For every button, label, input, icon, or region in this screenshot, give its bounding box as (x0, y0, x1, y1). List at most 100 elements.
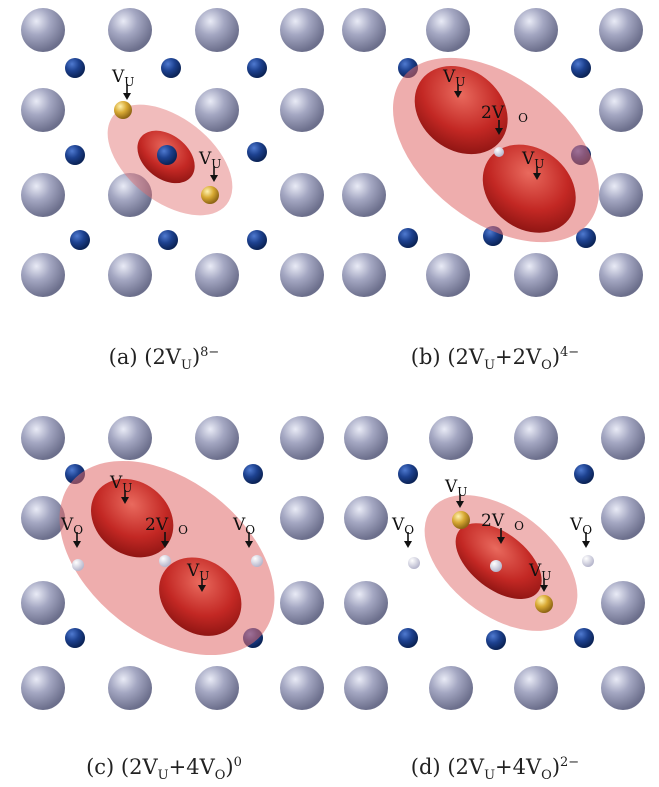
isosurface-inner (482, 144, 576, 233)
oxygen-vacancy (159, 555, 171, 567)
svg-text:VO: VO (60, 515, 83, 537)
oxygen-atom (398, 628, 418, 648)
uranium-atom (426, 8, 470, 52)
svg-text:2VO: 2V O (145, 515, 188, 537)
panel-b: VU 2V O VU (336, 0, 654, 320)
uranium-atom (342, 253, 386, 297)
oxygen-vacancy (251, 555, 263, 567)
oxygen-atom (486, 630, 506, 650)
vacancy-label: VO (569, 515, 592, 548)
svg-text:VU: VU (521, 149, 544, 171)
uranium-atom (280, 581, 324, 625)
uranium-vacancy (201, 186, 219, 204)
uranium-atom (21, 666, 65, 710)
svg-text:VO: VO (232, 515, 255, 537)
uranium-atom (195, 253, 239, 297)
svg-text:VU: VU (111, 67, 134, 89)
uranium-atom (21, 173, 65, 217)
uranium-atom (599, 173, 643, 217)
uranium-atom (280, 253, 324, 297)
uranium-vacancy (114, 101, 132, 119)
uranium-atom (601, 666, 645, 710)
uranium-atom (342, 8, 386, 52)
uranium-atom (601, 496, 645, 540)
uranium-atom (426, 253, 470, 297)
panel-b-structure: VU 2V O VU (342, 8, 643, 297)
svg-text:2VO: 2V O (481, 511, 524, 533)
vacancy-label: VU (442, 67, 465, 98)
vacancy-label: VO (232, 515, 255, 548)
uranium-atom (195, 8, 239, 52)
oxygen-atom (65, 628, 85, 648)
panel-a-structure: VU VU (21, 8, 324, 297)
uranium-atom (280, 173, 324, 217)
vacancy-label: 2V O (145, 515, 188, 548)
vacancy-label: VU (186, 561, 209, 592)
uranium-atom (601, 581, 645, 625)
uranium-atom (21, 416, 65, 460)
oxygen-atom (65, 145, 85, 165)
uranium-atom (108, 416, 152, 460)
uranium-atoms (344, 416, 645, 710)
uranium-atom (280, 666, 324, 710)
oxygen-atom (574, 464, 594, 484)
svg-text:VO: VO (569, 515, 592, 537)
oxygen-atom (247, 142, 267, 162)
oxygen-atoms (65, 58, 267, 250)
uranium-atom (21, 88, 65, 132)
uranium-atoms (21, 8, 324, 297)
uranium-atoms (342, 8, 643, 297)
oxygen-vacancy (490, 560, 502, 572)
uranium-atom (599, 8, 643, 52)
caption-d: (d) (2VU+4VO)2− (410, 755, 580, 784)
uranium-atom (344, 666, 388, 710)
uranium-atom (599, 88, 643, 132)
oxygen-atom (571, 58, 591, 78)
uranium-atom (514, 666, 558, 710)
uranium-atom (21, 581, 65, 625)
uranium-atom (514, 8, 558, 52)
uranium-atom (280, 8, 324, 52)
uranium-atom (108, 8, 152, 52)
oxygen-vacancy (582, 555, 594, 567)
uranium-vacancy (452, 511, 470, 529)
svg-text:VU: VU (109, 473, 132, 495)
oxygen-atom (65, 58, 85, 78)
svg-text:VU: VU (528, 561, 551, 583)
uranium-atom (280, 496, 324, 540)
uranium-atom (195, 666, 239, 710)
oxygen-atom (157, 145, 177, 165)
caption-c: (c) (2VU+4VO)0 (86, 755, 242, 784)
oxygen-vacancy (408, 557, 420, 569)
uranium-atom (344, 581, 388, 625)
oxygen-vacancy (72, 559, 84, 571)
vacancy-label: VU (444, 477, 467, 508)
vacancy-label: VU (111, 67, 134, 100)
uranium-atom (108, 253, 152, 297)
caption-b: (b) (2VU+2VO)4− (410, 345, 580, 374)
uranium-atom (429, 666, 473, 710)
uranium-atom (514, 416, 558, 460)
svg-text:VU: VU (444, 477, 467, 499)
svg-text:VU: VU (186, 561, 209, 583)
panel-c: VU VO 2V O VO VU (5, 408, 324, 728)
vacancy-label: VU (521, 149, 544, 180)
vacancy-label: 2V O (481, 103, 528, 135)
uranium-atom (21, 496, 65, 540)
vacancy-label: VU (528, 561, 551, 592)
svg-text:VU: VU (442, 67, 465, 89)
isosurface-inner (414, 66, 508, 155)
uranium-atom (195, 416, 239, 460)
isosurface-inner (91, 478, 174, 558)
panel-a: VU VU (5, 0, 324, 320)
caption-a: (a) (2VU)8− (108, 345, 220, 374)
uranium-atom (514, 253, 558, 297)
vacancy-label: 2V O (481, 511, 524, 544)
oxygen-atom (70, 230, 90, 250)
uranium-atom (280, 88, 324, 132)
svg-text:2VO: 2V O (481, 103, 528, 125)
uranium-atom (601, 416, 645, 460)
oxygen-atom (243, 464, 263, 484)
oxygen-vacancy (494, 147, 504, 157)
oxygen-atom (247, 58, 267, 78)
